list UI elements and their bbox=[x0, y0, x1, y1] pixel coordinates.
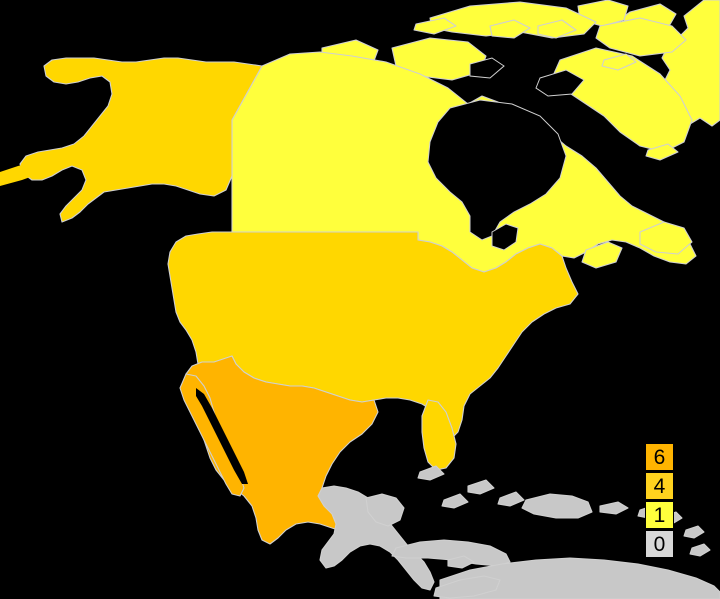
legend-swatch-4[interactable]: 4 bbox=[645, 472, 674, 500]
region-mexico bbox=[179, 355, 387, 545]
legend-swatch-6[interactable]: 6 bbox=[645, 443, 674, 471]
region-central-america-caribbean bbox=[317, 465, 720, 599]
legend-label-0: 0 bbox=[653, 532, 666, 556]
legend-label-4: 4 bbox=[653, 474, 666, 498]
value-legend: 6 4 1 0 bbox=[645, 443, 674, 559]
region-united-states bbox=[0, 57, 579, 471]
region-canada bbox=[231, 51, 697, 273]
legend-label-1: 1 bbox=[653, 503, 666, 527]
legend-swatch-1[interactable]: 1 bbox=[645, 501, 674, 529]
legend-swatch-0[interactable]: 0 bbox=[645, 530, 674, 558]
legend-label-6: 6 bbox=[653, 445, 666, 469]
